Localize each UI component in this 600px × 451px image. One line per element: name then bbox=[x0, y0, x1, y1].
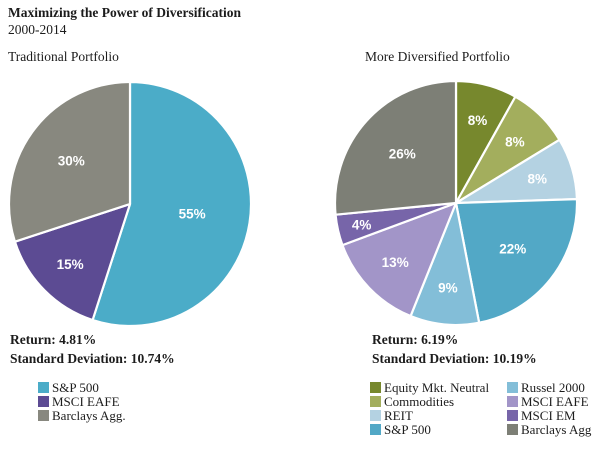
legend-label: Barclays Agg. bbox=[52, 408, 126, 423]
std-dev-value: Standard Deviation: 10.74% bbox=[10, 350, 175, 366]
legend-item: MSCI EM bbox=[507, 408, 591, 424]
legend-swatch bbox=[38, 396, 49, 407]
chart-title-traditional: Traditional Portfolio bbox=[8, 49, 119, 64]
pie-data-label: 8% bbox=[468, 113, 488, 128]
legend-swatch bbox=[38, 382, 49, 393]
legend-item: Barclays Agg. bbox=[38, 408, 126, 424]
legend-label: MSCI EAFE bbox=[521, 394, 589, 409]
pie-data-label: 22% bbox=[499, 241, 526, 256]
legend-label: Commodities bbox=[384, 394, 455, 409]
pie-slice-s-p-500 bbox=[91, 80, 253, 328]
pie-slice-s-p-500 bbox=[454, 197, 579, 324]
legend-label: S&P 500 bbox=[384, 422, 431, 437]
page-title: Maximizing the Power of Diversification bbox=[8, 5, 241, 20]
legend-item: Barclays Agg bbox=[507, 422, 592, 438]
pie-data-label: 8% bbox=[505, 134, 525, 149]
legend-item: Commodities bbox=[370, 394, 507, 410]
legend-label: MSCI EM bbox=[521, 408, 576, 423]
pie-slice-barclays-agg- bbox=[7, 80, 132, 243]
pie-chart-traditional: 55% 15% 30% bbox=[7, 80, 253, 328]
legend-label: REIT bbox=[384, 408, 413, 423]
return-value: Return: 4.81% bbox=[10, 332, 97, 347]
pie-data-label: 26% bbox=[389, 147, 416, 162]
legend-traditional: S&P 500 MSCI EAFE Barclays Agg. bbox=[38, 380, 126, 424]
legend-swatch bbox=[370, 396, 381, 407]
legend-swatch bbox=[507, 396, 518, 407]
pie-data-label: 15% bbox=[57, 257, 84, 272]
legend-column: S&P 500 MSCI EAFE Barclays Agg. bbox=[38, 380, 126, 424]
legend-item: MSCI EAFE bbox=[507, 394, 591, 410]
legend-column: Equity Mkt. Neutral Commodities REIT S&P 50… bbox=[370, 380, 507, 438]
std-dev-value: Standard Deviation: 10.19% bbox=[372, 350, 537, 366]
pie-data-label: 55% bbox=[179, 207, 206, 222]
legend-item: Equity Mkt. Neutral bbox=[370, 380, 507, 396]
legend-item: Russel 2000 bbox=[507, 380, 591, 396]
legend-swatch bbox=[370, 410, 381, 421]
legend-column: Russel 2000 MSCI EAFE MSCI EM Barclays Agg bbox=[507, 380, 592, 438]
legend-label: Russel 2000 bbox=[521, 380, 585, 395]
legend-item: S&P 500 bbox=[370, 422, 507, 438]
legend-item: S&P 500 bbox=[38, 380, 126, 396]
legend-swatch bbox=[507, 424, 518, 435]
legend-swatch bbox=[507, 410, 518, 421]
stats-traditional: Return: 4.81% Standard Deviation: 10.74% bbox=[10, 331, 175, 368]
return-value: Return: 6.19% bbox=[372, 332, 459, 347]
pie-data-label: 9% bbox=[438, 281, 458, 296]
pie-data-label: 30% bbox=[58, 154, 85, 169]
pie-slice-barclays-agg bbox=[333, 79, 458, 216]
pie-slice-msci-eafe bbox=[341, 201, 458, 318]
legend-swatch bbox=[507, 382, 518, 393]
legend-label: S&P 500 bbox=[52, 380, 99, 395]
legend-label: Equity Mkt. Neutral bbox=[384, 380, 490, 395]
legend-swatch bbox=[370, 424, 381, 435]
legend-diversified: Equity Mkt. Neutral Commodities REIT S&P 50… bbox=[370, 380, 592, 438]
pie-data-label: 8% bbox=[527, 171, 547, 186]
chart-title-diversified: More Diversified Portfolio bbox=[365, 49, 510, 64]
pie-data-label: 4% bbox=[352, 217, 372, 232]
legend-swatch bbox=[38, 410, 49, 421]
legend-label: MSCI EAFE bbox=[52, 394, 120, 409]
legend-swatch bbox=[370, 382, 381, 393]
pie-data-label: 13% bbox=[382, 255, 409, 270]
page-subtitle: 2000-2014 bbox=[8, 22, 67, 37]
stats-diversified: Return: 6.19% Standard Deviation: 10.19% bbox=[372, 331, 537, 368]
pie-chart-diversified: 8% 8% 8% 22% 9% 13% 4% 26% bbox=[333, 79, 579, 327]
legend-item: REIT bbox=[370, 408, 507, 424]
legend-item: MSCI EAFE bbox=[38, 394, 126, 410]
legend-label: Barclays Agg bbox=[521, 422, 592, 437]
